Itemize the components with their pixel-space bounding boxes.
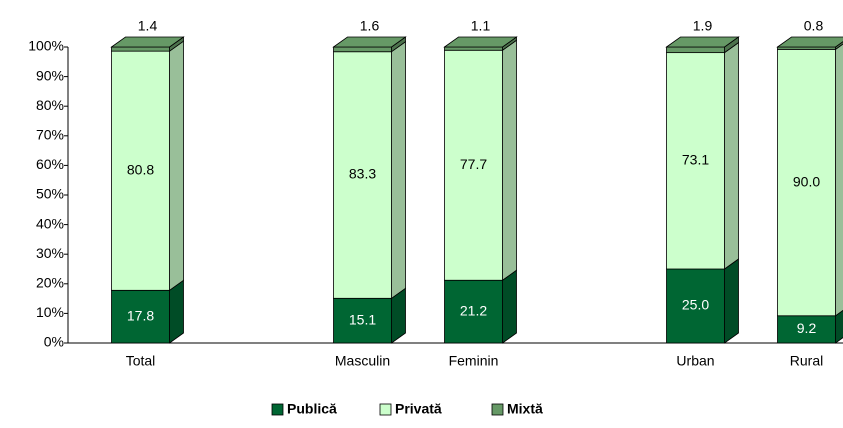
data-label: 9.2 [797,320,817,336]
data-label: 90.0 [793,173,820,189]
bar [666,268,725,344]
legend-swatch [379,403,392,416]
data-label: 80.8 [127,161,154,177]
bar [333,46,392,53]
y-tick-label: 30% [36,245,64,261]
y-tick-label: 50% [36,186,64,202]
bar-side-shade [724,42,739,270]
bar [666,46,725,54]
y-tick-label: 60% [36,156,64,172]
data-label: 17.8 [127,307,154,323]
y-tick-label: 0% [44,334,64,350]
bar-side-shade [391,288,406,343]
x-tick-label: Feminin [449,353,499,369]
data-label: 1.9 [693,18,713,34]
data-label: 25.0 [682,297,709,313]
bar-side-shade [169,280,184,343]
bar-side-shade [835,310,843,343]
y-tick-label: 90% [36,67,64,83]
y-tick-label: 40% [36,215,64,231]
data-label: 1.4 [138,18,158,34]
bar [111,46,170,52]
bar-top [110,36,185,48]
x-tick-label: Total [126,353,156,369]
data-label: 1.1 [471,18,491,34]
bar-side-shade [724,37,739,53]
bar [444,49,503,281]
legend-swatch [271,403,284,416]
data-label: 1.6 [360,18,380,34]
data-label: 77.7 [460,156,487,172]
bar [777,48,836,317]
bar-side-shade [835,41,843,50]
y-tick-label: 80% [36,97,64,113]
bar [444,46,503,51]
data-label: 83.3 [349,166,376,182]
data-label: 0.8 [804,18,824,34]
data-label: 15.1 [349,311,376,327]
legend-label: Publică [287,401,337,417]
data-label: 21.2 [460,302,487,318]
bar-top [443,36,518,48]
legend-swatch [491,403,504,416]
bar-side-shade [391,41,406,299]
x-tick-label: Rural [790,353,823,369]
legend-label: Privată [395,401,442,417]
bar [777,315,836,344]
bar-side-shade [502,270,517,343]
bar [111,50,170,291]
bar [666,52,725,270]
bar-side-shade [391,37,406,52]
bar [111,289,170,344]
x-tick-label: Urban [676,353,714,369]
y-tick-label: 20% [36,275,64,291]
bar-side-shade [502,37,517,51]
bar-side-shade [169,41,184,291]
bar-top [332,36,407,48]
bar-side-shade [169,37,184,52]
bar-side-shade [724,259,739,343]
x-tick-label: Masculin [335,353,390,369]
bar-top [665,36,740,48]
data-label: 73.1 [682,152,709,168]
bar [444,279,503,344]
bar [333,51,392,299]
bar-side-shade [502,40,517,281]
y-tick-label: 100% [28,38,64,54]
bar-side-shade [835,44,843,316]
legend-label: Mixtă [507,401,543,417]
y-tick-label: 70% [36,127,64,143]
bar-top [776,36,843,48]
y-tick-label: 10% [36,304,64,320]
